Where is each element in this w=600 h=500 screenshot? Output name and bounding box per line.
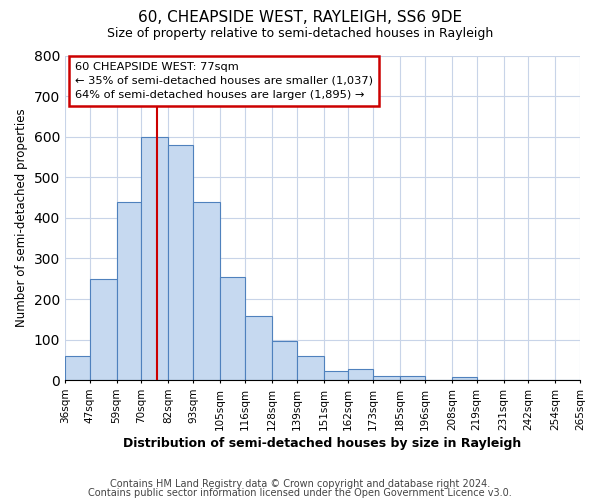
Bar [272, 341, 296, 380]
Bar [373, 376, 400, 380]
Text: Size of property relative to semi-detached houses in Rayleigh: Size of property relative to semi-detach… [107, 28, 493, 40]
Bar [89, 279, 116, 380]
Bar [141, 136, 168, 380]
X-axis label: Distribution of semi-detached houses by size in Rayleigh: Distribution of semi-detached houses by … [123, 437, 521, 450]
Bar [65, 356, 89, 380]
Bar [245, 316, 272, 380]
Y-axis label: Number of semi-detached properties: Number of semi-detached properties [15, 108, 28, 327]
Bar [348, 370, 373, 380]
Bar [193, 202, 220, 380]
Bar [323, 372, 348, 380]
Text: 60 CHEAPSIDE WEST: 77sqm
← 35% of semi-detached houses are smaller (1,037)
64% o: 60 CHEAPSIDE WEST: 77sqm ← 35% of semi-d… [75, 62, 373, 100]
Bar [452, 377, 476, 380]
Bar [220, 277, 245, 380]
Text: Contains HM Land Registry data © Crown copyright and database right 2024.: Contains HM Land Registry data © Crown c… [110, 479, 490, 489]
Bar [296, 356, 323, 380]
Bar [116, 202, 141, 380]
Bar [168, 145, 193, 380]
Bar [400, 376, 425, 380]
Text: Contains public sector information licensed under the Open Government Licence v3: Contains public sector information licen… [88, 488, 512, 498]
Text: 60, CHEAPSIDE WEST, RAYLEIGH, SS6 9DE: 60, CHEAPSIDE WEST, RAYLEIGH, SS6 9DE [138, 10, 462, 25]
